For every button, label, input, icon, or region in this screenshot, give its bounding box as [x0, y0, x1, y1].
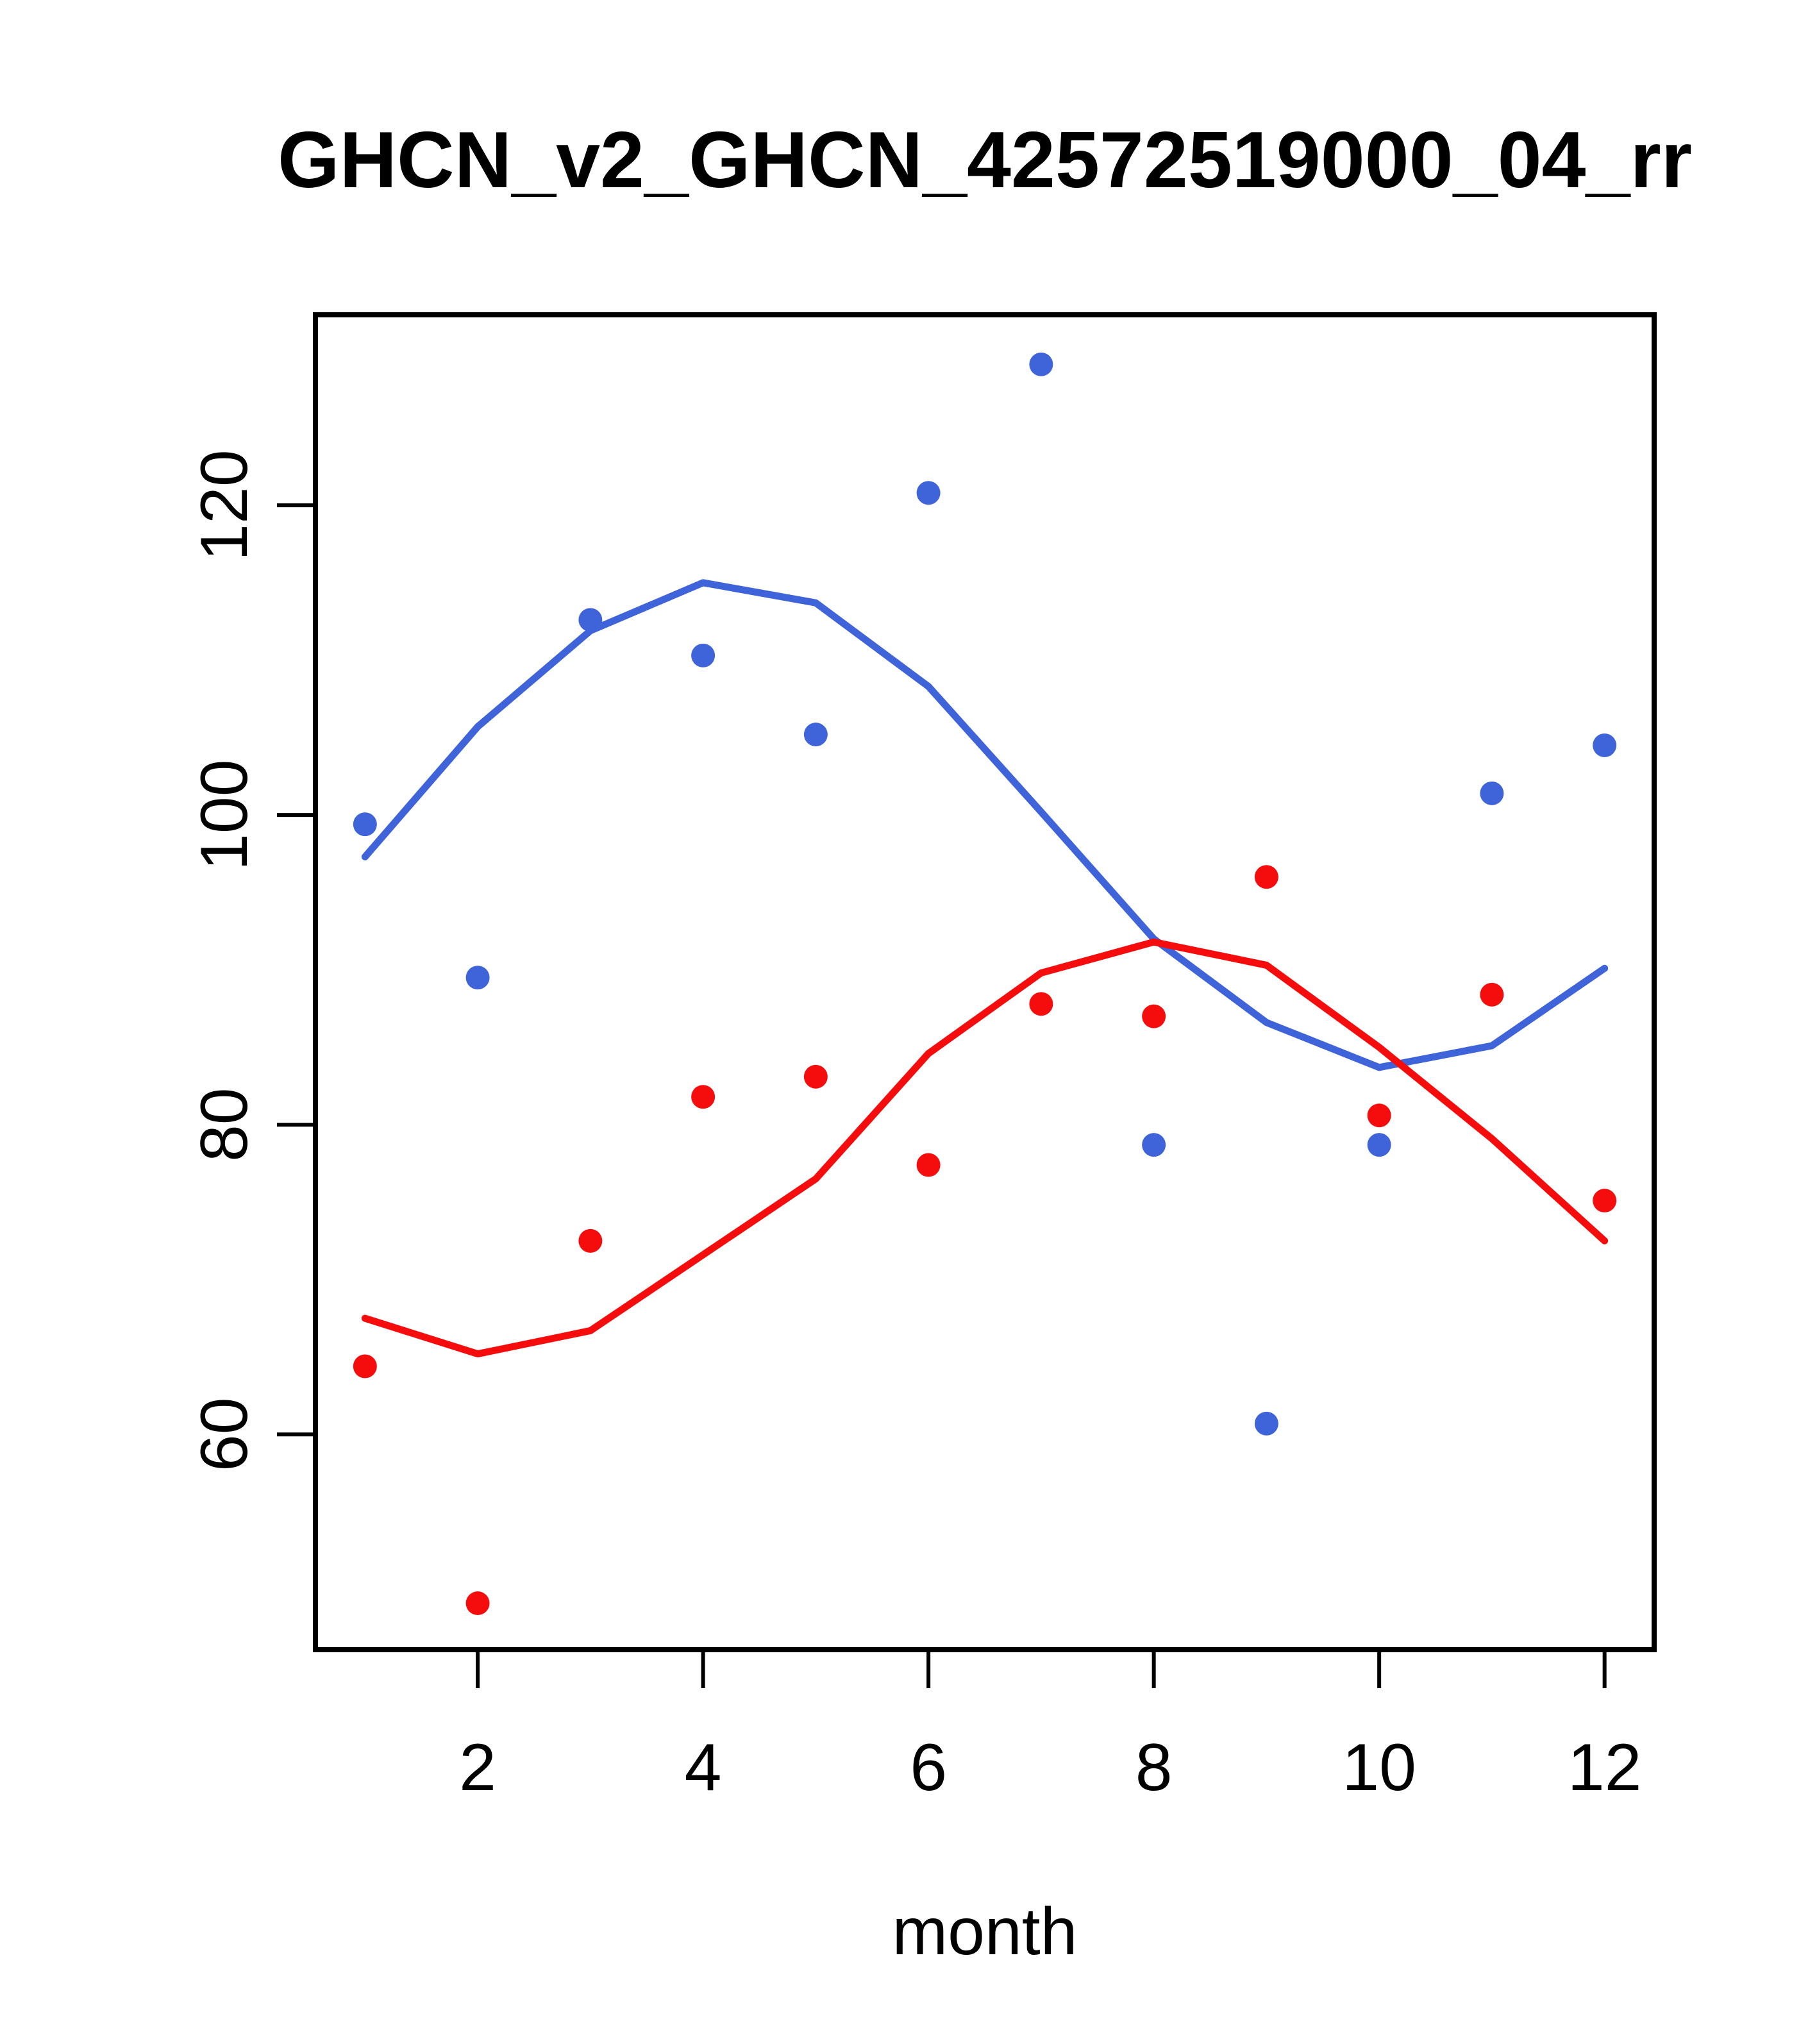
- chart-title: GHCN_v2_GHCN_42572519000_04_rr: [278, 116, 1692, 205]
- series-layer: [353, 352, 1617, 1616]
- blue-monthly-points-marker: [1254, 1411, 1278, 1436]
- red-lowess-line: [361, 938, 1609, 1358]
- red-monthly-points-marker: [691, 1085, 716, 1109]
- blue-monthly-points-marker: [691, 643, 716, 667]
- blue-monthly-points-marker: [803, 723, 828, 747]
- blue-monthly-points-marker: [1367, 1133, 1391, 1157]
- x-axis-tick-label: 4: [685, 1730, 722, 1805]
- red-monthly-points-marker: [1593, 1189, 1617, 1213]
- red-monthly-points-marker: [1029, 992, 1053, 1016]
- blue-monthly-points-marker: [465, 966, 490, 990]
- blue-monthly-points-marker: [1593, 733, 1617, 757]
- blue-monthly-points: [353, 352, 1617, 1436]
- red-monthly-points-marker: [1142, 1004, 1166, 1028]
- blue-monthly-points-marker: [1029, 352, 1053, 376]
- axes-layer: 2 4 6 8 10 12 60 80 100 120: [187, 449, 1642, 1805]
- x-axis-tick-label: 2: [459, 1730, 496, 1805]
- blue-monthly-points-marker: [916, 481, 941, 505]
- blue-monthly-points-marker: [1480, 781, 1504, 805]
- red-monthly-points-marker: [353, 1354, 377, 1378]
- y-axis-tick-label: 80: [187, 1087, 262, 1162]
- red-monthly-points-marker: [1367, 1103, 1391, 1128]
- red-monthly-points-marker: [803, 1064, 828, 1089]
- red-monthly-points-marker: [1480, 982, 1504, 1007]
- blue-monthly-points-marker: [1142, 1133, 1166, 1157]
- y-axis-tick-label: 60: [187, 1397, 262, 1471]
- x-axis-tick-label: 6: [910, 1730, 947, 1805]
- plot-frame: [313, 312, 1657, 1652]
- y-axis-tick-label: 100: [187, 759, 262, 871]
- x-axis-tick-label: 10: [1342, 1730, 1416, 1805]
- blue-monthly-points-marker: [353, 812, 377, 837]
- x-axis-title: month: [892, 1895, 1077, 1969]
- x-axis-tick-label: 12: [1568, 1730, 1642, 1805]
- y-axis-tick-label: 120: [187, 449, 262, 561]
- red-monthly-points-marker: [578, 1228, 603, 1253]
- red-monthly-points-marker: [465, 1591, 490, 1616]
- red-monthly-points-marker: [916, 1153, 941, 1177]
- x-axis-tick-label: 8: [1135, 1730, 1173, 1805]
- red-monthly-points: [353, 865, 1617, 1616]
- red-monthly-points-marker: [1254, 865, 1278, 889]
- blue-lowess-line: [361, 579, 1609, 1071]
